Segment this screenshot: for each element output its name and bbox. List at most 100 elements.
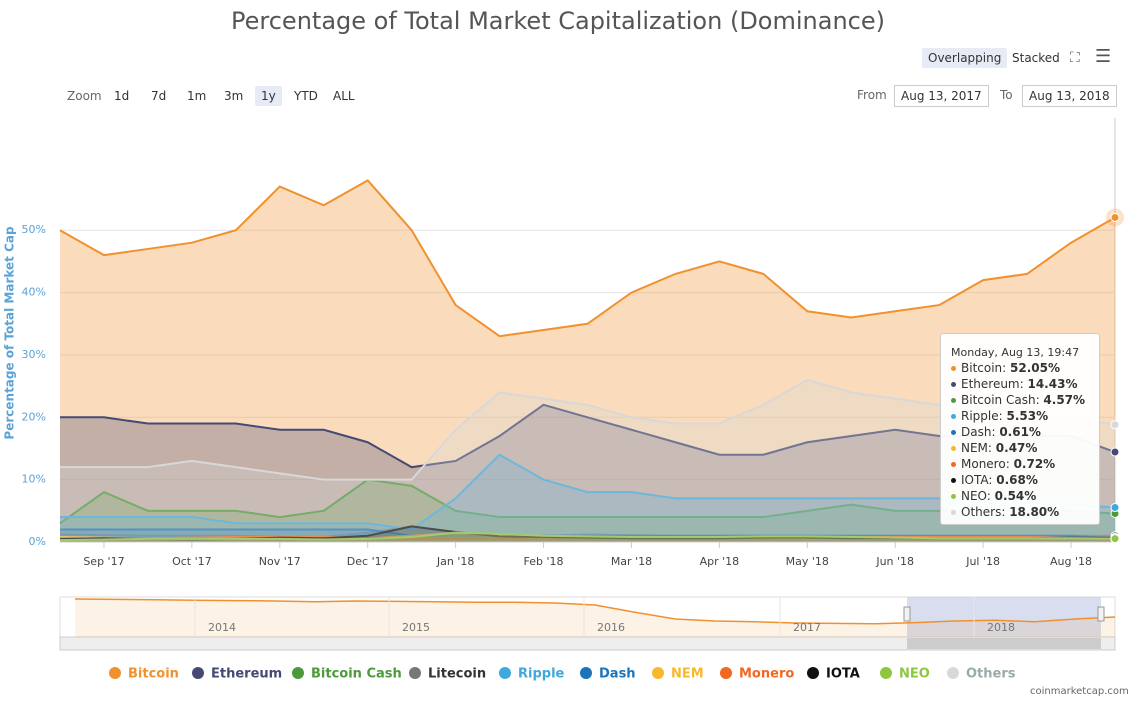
from-label: From (857, 88, 887, 102)
zoom-button[interactable]: 7d (151, 89, 167, 103)
mode-button[interactable]: Overlapping (922, 48, 1008, 68)
mode-button[interactable]: Stacked (1012, 51, 1060, 65)
x-tick-label: May '18 (786, 555, 829, 568)
legend-marker (192, 667, 204, 679)
tooltip-series: Others (961, 505, 1009, 519)
legend-label: Monero (739, 667, 794, 682)
legend-marker (947, 667, 959, 679)
series-area (60, 454, 1115, 542)
x-tick-label: Oct '17 (172, 555, 212, 568)
tooltip-title: Monday, Aug 13, 19:47 (951, 346, 1080, 359)
scrollbar[interactable] (59, 636, 1116, 651)
zoom-button[interactable]: 1y (255, 86, 282, 106)
navigator-year: 2014 (208, 621, 236, 634)
tooltip-value: 52.05% (1010, 361, 1060, 375)
navigator-area (75, 599, 1115, 637)
tooltip: Monday, Aug 13, 19:47 Bitcoin52.05% Ether… (940, 333, 1100, 525)
tooltip-row: NEM0.47% (951, 441, 1037, 455)
x-tick-label: Dec '17 (347, 555, 389, 568)
series-line (60, 403, 1116, 469)
tooltip-marker (951, 398, 956, 403)
hover-marker (1110, 420, 1120, 430)
series-area (60, 404, 1115, 542)
to-label: To (1000, 88, 1013, 102)
series-line (59, 531, 1116, 542)
tooltip-value: 5.53% (1006, 409, 1049, 423)
tooltip-marker (951, 430, 956, 435)
tooltip-series: Dash (961, 425, 999, 439)
series-area (60, 479, 1115, 542)
navigator-handle (903, 606, 911, 622)
tooltip-row: Dash0.61% (951, 425, 1041, 439)
legend-marker (580, 667, 592, 679)
tooltip-value: 0.61% (999, 425, 1041, 439)
x-tick-label: Feb '18 (524, 555, 564, 568)
tooltip-marker (951, 462, 956, 467)
tooltip-series: Bitcoin Cash (961, 393, 1043, 407)
legend-marker (720, 667, 732, 679)
legend-marker (807, 667, 819, 679)
legend-label: NEO (899, 667, 930, 682)
legend-label: Ripple (518, 667, 565, 682)
navigator-line (74, 598, 1116, 625)
tooltip-value: 0.54% (994, 489, 1037, 503)
tooltip-value: 14.43% (1027, 377, 1078, 391)
credit: coinmarketcap.com (1030, 686, 1129, 697)
navigator-year: 2017 (793, 621, 821, 634)
series-line (59, 179, 1116, 338)
x-tick-label: Jan '18 (436, 555, 474, 568)
legend-marker (409, 667, 421, 679)
legend-marker (880, 667, 892, 679)
x-tick-label: Apr '18 (700, 555, 740, 568)
tooltip-marker (951, 478, 956, 483)
tooltip-marker (951, 414, 956, 419)
zoom-button[interactable]: 3m (224, 89, 244, 103)
series-line (60, 378, 1116, 481)
tooltip-marker (951, 494, 956, 499)
legend-marker (499, 667, 511, 679)
scrollbar-thumb[interactable] (907, 638, 1101, 649)
tooltip-series: Ripple (961, 409, 1006, 423)
tooltip-series: IOTA (961, 473, 996, 487)
menu-icon[interactable]: ☰ (1095, 46, 1112, 67)
tooltip-row: Bitcoin52.05% (951, 361, 1060, 375)
zoom-button[interactable]: 1d (114, 89, 130, 103)
hover-marker (1110, 212, 1120, 222)
y-tick-label: 20% (22, 410, 46, 423)
zoom-button[interactable]: 1m (187, 89, 207, 103)
series-area (60, 526, 1115, 542)
legend-label: Litecoin (428, 667, 486, 682)
tooltip-row: Ripple5.53% (951, 409, 1048, 423)
tooltip-series: Ethereum (961, 377, 1027, 391)
legend-marker (292, 667, 304, 679)
x-tick-label: Jul '18 (965, 555, 1000, 568)
fullscreen-icon[interactable]: ⛶ (1070, 50, 1080, 66)
tooltip-row: NEO0.54% (951, 489, 1036, 503)
legend-label: Others (966, 667, 1016, 682)
tooltip-row: IOTA0.68% (951, 473, 1038, 487)
series-line (60, 453, 1116, 531)
tooltip-value: 0.72% (1013, 457, 1056, 471)
legend-label: Bitcoin (128, 667, 179, 682)
tooltip-marker (951, 366, 956, 371)
y-tick-label: 40% (22, 286, 46, 299)
series-area (60, 379, 1115, 542)
tooltip-series: Bitcoin (961, 361, 1010, 375)
x-tick-label: Mar '18 (611, 555, 652, 568)
navigator-selection[interactable] (907, 597, 1101, 637)
legend-label: Dash (599, 667, 636, 682)
series-area (60, 180, 1115, 542)
zoom-button[interactable]: YTD (294, 89, 318, 103)
zoom-button[interactable]: ALL (333, 89, 355, 103)
x-tick-label: Jun '18 (875, 555, 914, 568)
from-input[interactable]: Aug 13, 2017 (894, 85, 989, 107)
tooltip-series: NEO (961, 489, 995, 503)
tooltip-series: NEM (961, 441, 996, 455)
zoom-label: Zoom (67, 89, 102, 103)
y-tick-label: 50% (22, 223, 46, 236)
to-input[interactable]: Aug 13, 2018 (1022, 85, 1117, 107)
y-tick-label: 0% (29, 535, 46, 548)
tooltip-row: Bitcoin Cash4.57% (951, 393, 1085, 407)
